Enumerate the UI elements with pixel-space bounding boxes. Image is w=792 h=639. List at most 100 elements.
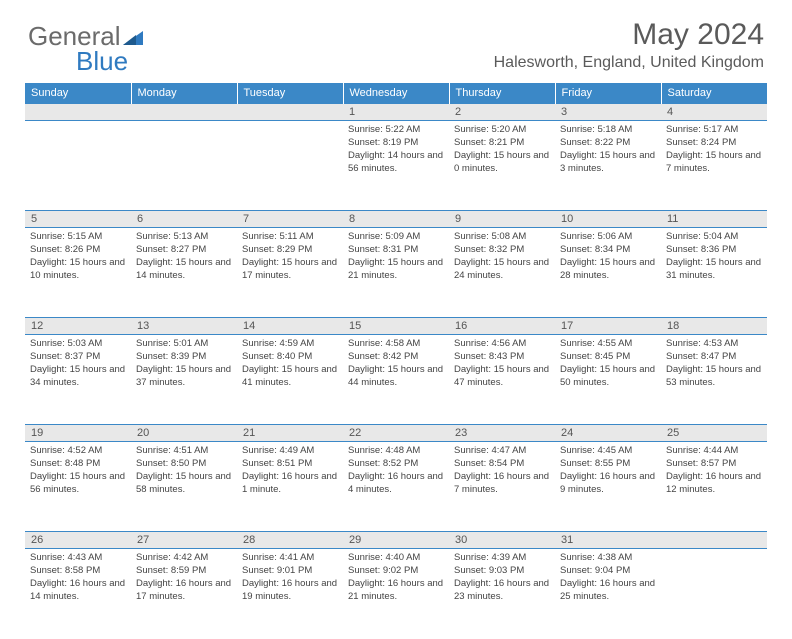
day-number-cell: 23	[449, 425, 555, 442]
day-number: 27	[137, 534, 149, 546]
sunset-text: Sunset: 8:39 PM	[136, 351, 232, 364]
day-cell-text: Sunrise: 4:42 AMSunset: 8:59 PMDaylight:…	[136, 552, 232, 603]
sunset-text: Sunset: 9:03 PM	[454, 565, 550, 578]
day-header-cell: Tuesday	[237, 83, 343, 104]
day-number-cell	[237, 104, 343, 121]
day-cell: Sunrise: 5:06 AMSunset: 8:34 PMDaylight:…	[555, 228, 661, 318]
day-cell-text: Sunrise: 5:22 AMSunset: 8:19 PMDaylight:…	[348, 124, 444, 175]
week-row: Sunrise: 5:03 AMSunset: 8:37 PM Daylight:…	[25, 335, 767, 425]
sunrise-text: Sunrise: 5:08 AM	[454, 231, 550, 244]
day-cell-text: Sunrise: 4:44 AMSunset: 8:57 PMDaylight:…	[666, 445, 762, 496]
week-row: Sunrise: 4:43 AMSunset: 8:58 PMDaylight:…	[25, 549, 767, 639]
day-cell: Sunrise: 4:58 AMSunset: 8:42 PMDaylight:…	[343, 335, 449, 425]
day-number: 22	[349, 427, 361, 439]
daylight-text: Daylight: 15 hours and 31 minutes.	[666, 257, 762, 283]
daylight-text: Daylight: 15 hours and 10 minutes.	[30, 257, 126, 283]
day-cell: Sunrise: 5:13 AMSunset: 8:27 PMDaylight:…	[131, 228, 237, 318]
day-number: 16	[455, 320, 467, 332]
day-number: 28	[243, 534, 255, 546]
day-cell: Sunrise: 4:49 AMSunset: 8:51 PMDaylight:…	[237, 442, 343, 532]
daylight-text: Daylight: 15 hours and 44 minutes.	[348, 364, 444, 390]
day-cell: Sunrise: 5:03 AMSunset: 8:37 PMDaylight:…	[25, 335, 131, 425]
day-cell: Sunrise: 4:59 AMSunset: 8:40 PMDaylight:…	[237, 335, 343, 425]
day-cell-text: Sunrise: 4:43 AMSunset: 8:58 PMDaylight:…	[30, 552, 126, 603]
day-number: 20	[137, 427, 149, 439]
daylight-text: Daylight: 14 hours and 56 minutes.	[348, 150, 444, 176]
day-number-cell: 19	[25, 425, 131, 442]
day-number: 9	[455, 213, 461, 225]
day-number-cell: 30	[449, 532, 555, 549]
sunset-text: Sunset: 8:40 PM	[242, 351, 338, 364]
day-number-cell: 10	[555, 211, 661, 228]
sunrise-text: Sunrise: 4:56 AM	[454, 338, 550, 351]
day-cell: Sunrise: 4:39 AMSunset: 9:03 PMDaylight:…	[449, 549, 555, 639]
day-cell: Sunrise: 4:43 AMSunset: 8:58 PMDaylight:…	[25, 549, 131, 639]
day-cell: Sunrise: 4:38 AMSunset: 9:04 PMDaylight:…	[555, 549, 661, 639]
day-header-cell: Monday	[131, 83, 237, 104]
daylight-text: Daylight: 16 hours and 9 minutes.	[560, 471, 656, 497]
sunrise-text: Sunrise: 4:48 AM	[348, 445, 444, 458]
sunrise-text: Sunrise: 4:44 AM	[666, 445, 762, 458]
brand-triangle-icon	[123, 24, 143, 49]
sunrise-text: Sunrise: 5:01 AM	[136, 338, 232, 351]
sunrise-text: Sunrise: 5:20 AM	[454, 124, 550, 137]
daylight-text: Daylight: 15 hours and 56 minutes.	[30, 471, 126, 497]
day-cell: Sunrise: 5:01 AMSunset: 8:39 PMDaylight:…	[131, 335, 237, 425]
day-number-cell: 17	[555, 318, 661, 335]
day-cell: Sunrise: 5:11 AMSunset: 8:29 PMDaylight:…	[237, 228, 343, 318]
day-number-row: 12131415161718	[25, 318, 767, 335]
day-cell	[25, 121, 131, 211]
day-cell: Sunrise: 4:47 AMSunset: 8:54 PMDaylight:…	[449, 442, 555, 532]
day-cell-text: Sunrise: 4:49 AMSunset: 8:51 PMDaylight:…	[242, 445, 338, 496]
daylight-text: Daylight: 15 hours and 58 minutes.	[136, 471, 232, 497]
daylight-text: Daylight: 16 hours and 17 minutes.	[136, 578, 232, 604]
brand-logo: GeneralBlue	[28, 18, 143, 73]
day-number: 21	[243, 427, 255, 439]
daylight-text: Daylight: 16 hours and 25 minutes.	[560, 578, 656, 604]
day-number: 1	[349, 106, 355, 118]
sunset-text: Sunset: 8:27 PM	[136, 244, 232, 257]
day-number-row: 1234	[25, 104, 767, 121]
day-number: 29	[349, 534, 361, 546]
day-cell-text: Sunrise: 4:40 AMSunset: 9:02 PMDaylight:…	[348, 552, 444, 603]
sunset-text: Sunset: 8:24 PM	[666, 137, 762, 150]
location-text: Halesworth, England, United Kingdom	[494, 54, 764, 72]
daylight-text: Daylight: 15 hours and 37 minutes.	[136, 364, 232, 390]
day-cell: Sunrise: 5:18 AMSunset: 8:22 PMDaylight:…	[555, 121, 661, 211]
month-title: May 2024	[494, 18, 764, 52]
sunrise-text: Sunrise: 5:04 AM	[666, 231, 762, 244]
day-number: 23	[455, 427, 467, 439]
day-number-cell: 27	[131, 532, 237, 549]
day-cell-text: Sunrise: 4:55 AMSunset: 8:45 PMDaylight:…	[560, 338, 656, 389]
day-number-cell: 15	[343, 318, 449, 335]
day-number-cell: 31	[555, 532, 661, 549]
day-number-cell	[661, 532, 767, 549]
day-number-cell: 2	[449, 104, 555, 121]
day-header-cell: Friday	[555, 83, 661, 104]
day-cell-text: Sunrise: 5:17 AMSunset: 8:24 PMDaylight:…	[666, 124, 762, 175]
day-number-cell: 9	[449, 211, 555, 228]
daylight-text: Daylight: 16 hours and 4 minutes.	[348, 471, 444, 497]
day-cell-text: Sunrise: 5:11 AMSunset: 8:29 PMDaylight:…	[242, 231, 338, 282]
daylight-text: Daylight: 15 hours and 50 minutes.	[560, 364, 656, 390]
day-number-cell: 12	[25, 318, 131, 335]
day-number-cell: 29	[343, 532, 449, 549]
daylight-text: Daylight: 15 hours and 14 minutes.	[136, 257, 232, 283]
sunrise-text: Sunrise: 5:22 AM	[348, 124, 444, 137]
day-number-cell: 21	[237, 425, 343, 442]
sunrise-text: Sunrise: 5:03 AM	[30, 338, 126, 351]
day-number: 10	[561, 213, 573, 225]
day-cell-text: Sunrise: 5:13 AMSunset: 8:27 PMDaylight:…	[136, 231, 232, 282]
sunset-text: Sunset: 8:55 PM	[560, 458, 656, 471]
day-number: 3	[561, 106, 567, 118]
day-cell: Sunrise: 4:45 AMSunset: 8:55 PMDaylight:…	[555, 442, 661, 532]
day-number: 2	[455, 106, 461, 118]
day-cell: Sunrise: 4:55 AMSunset: 8:45 PMDaylight:…	[555, 335, 661, 425]
sunset-text: Sunset: 8:21 PM	[454, 137, 550, 150]
day-number-cell: 24	[555, 425, 661, 442]
day-cell-text: Sunrise: 4:58 AMSunset: 8:42 PMDaylight:…	[348, 338, 444, 389]
day-cell: Sunrise: 4:51 AMSunset: 8:50 PMDaylight:…	[131, 442, 237, 532]
sunset-text: Sunset: 8:37 PM	[30, 351, 126, 364]
day-cell: Sunrise: 5:15 AMSunset: 8:26 PMDaylight:…	[25, 228, 131, 318]
sunrise-text: Sunrise: 5:17 AM	[666, 124, 762, 137]
